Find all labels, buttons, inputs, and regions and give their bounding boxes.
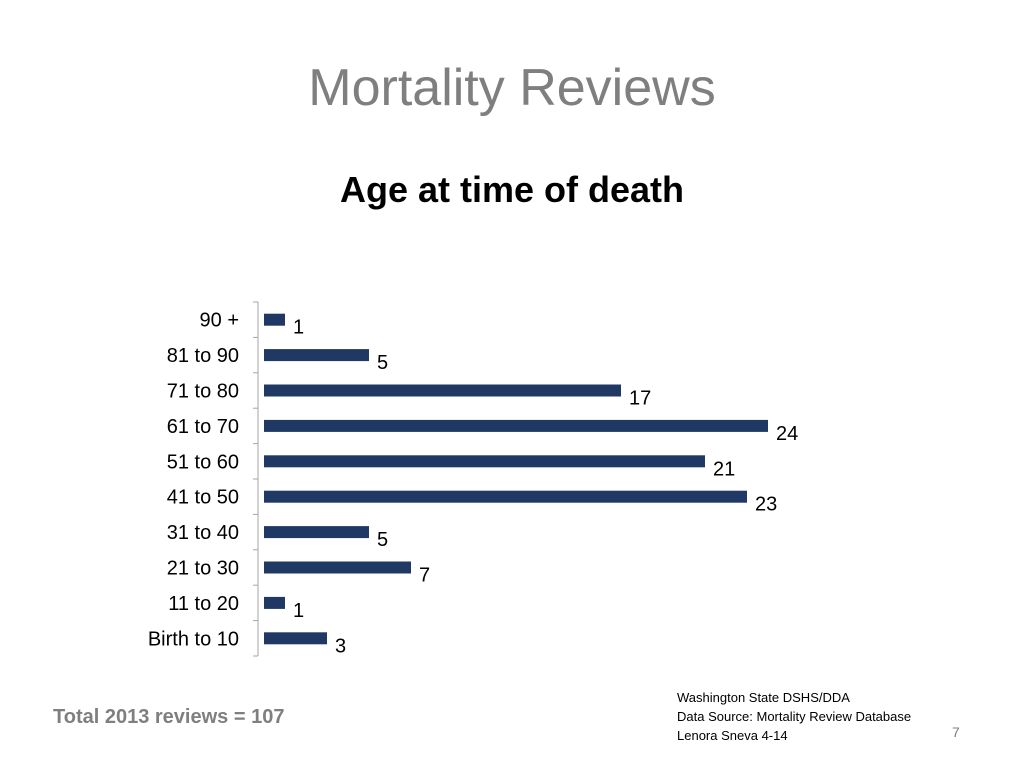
bar: [264, 419, 768, 432]
bar: [264, 561, 411, 574]
source-note: Washington State DSHS/DDA Data Source: M…: [677, 688, 911, 745]
bar-value-label: 7: [419, 565, 430, 587]
slide-title: Mortality Reviews: [308, 59, 716, 117]
bar: [264, 455, 705, 468]
bar-value-label: 17: [629, 388, 651, 410]
chart-title: Age at time of death: [339, 169, 685, 210]
y-tick-label: 21 to 30: [167, 558, 239, 580]
total-reviews-note: Total 2013 reviews = 107: [53, 706, 285, 728]
y-tick-label: 90 +: [200, 310, 239, 332]
y-tick-label: 41 to 50: [167, 487, 239, 509]
bar: [264, 349, 369, 362]
bar: [264, 632, 327, 645]
bar-value-label: 3: [335, 635, 346, 657]
bar-value-label: 5: [377, 352, 388, 374]
bar-value-label: 1: [293, 600, 304, 622]
y-tick-label: 11 to 20: [168, 593, 239, 615]
y-tick-label: 61 to 70: [167, 416, 239, 438]
source-line: Data Source: Mortality Review Database: [677, 709, 912, 724]
bar-value-label: 24: [776, 423, 798, 445]
page-number: 7: [952, 724, 960, 740]
source-line: Washington State DSHS/DDA: [677, 690, 850, 705]
bar-value-label: 5: [377, 529, 388, 551]
y-tick-label: 31 to 40: [167, 522, 239, 544]
y-tick-label: 51 to 60: [167, 451, 239, 473]
bar-value-label: 21: [713, 458, 735, 480]
y-tick-label: Birth to 10: [148, 628, 239, 650]
bar: [264, 313, 285, 326]
y-tick-label: 71 to 80: [167, 381, 239, 403]
bar: [264, 384, 621, 397]
y-tick-label: 81 to 90: [167, 345, 239, 367]
bar: [264, 490, 747, 503]
bar: [264, 596, 285, 609]
source-line: Lenora Sneva 4-14: [677, 728, 788, 743]
bar: [264, 526, 369, 539]
bar-value-label: 23: [755, 494, 777, 516]
bar-value-label: 1: [293, 317, 304, 339]
